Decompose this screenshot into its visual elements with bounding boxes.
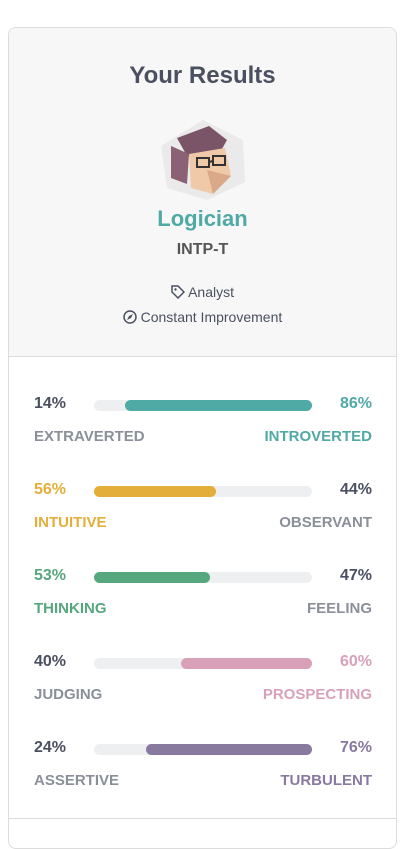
left-trait: JUDGING — [34, 686, 103, 703]
right-percent: 47% — [339, 567, 372, 584]
right-percent: 86% — [339, 395, 372, 412]
results-card: Your Results Logician INTP-T Analyst Con… — [8, 27, 397, 849]
left-percent: 14% — [34, 395, 67, 412]
trait-row: 56% 44% INTUITIVE OBSERVANT — [9, 481, 396, 541]
trait-bar-track — [94, 572, 312, 583]
left-percent: 40% — [34, 653, 67, 670]
right-percent: 76% — [339, 739, 372, 756]
right-trait: TURBULENT — [280, 772, 372, 789]
right-percent: 60% — [339, 653, 372, 670]
trait-bar-track — [94, 744, 312, 755]
type-name: Logician — [157, 206, 248, 231]
trait-bar-track — [94, 400, 312, 411]
right-trait: FEELING — [306, 600, 372, 617]
avatar — [161, 120, 245, 200]
trait-bar — [124, 400, 312, 411]
tag-row: Analyst — [9, 284, 396, 300]
right-trait: PROSPECTING — [262, 686, 372, 703]
type-code: INTP-T — [176, 241, 229, 258]
left-trait: ASSERTIVE — [34, 772, 120, 789]
tag-icon — [171, 285, 186, 300]
right-percent: 44% — [339, 481, 372, 498]
left-trait: INTUITIVE — [34, 514, 107, 531]
compass-icon — [122, 310, 137, 324]
left-trait: THINKING — [34, 600, 107, 617]
right-trait: INTROVERTED — [264, 428, 372, 445]
left-percent: 56% — [34, 481, 67, 498]
trait-bar-track — [94, 486, 312, 497]
trait-bar — [146, 744, 312, 755]
trait-row: 24% 76% ASSERTIVE TURBULENT — [9, 739, 396, 799]
trait-bar — [181, 658, 312, 669]
trait-row: 14% 86% EXTRAVERTED INTROVERTED — [9, 395, 396, 455]
trait-bar — [94, 486, 217, 497]
tag-text: Constant Improvement — [140, 309, 283, 325]
left-percent: 53% — [34, 567, 67, 584]
tag-text: Analyst — [188, 284, 235, 300]
trait-bar-track — [94, 658, 312, 669]
profile-panel: Your Results Logician INTP-T Analyst Con… — [9, 28, 396, 357]
right-trait: OBSERVANT — [279, 514, 372, 531]
tag-row: Constant Improvement — [9, 309, 396, 325]
left-percent: 24% — [34, 739, 67, 756]
title: Your Results — [129, 62, 276, 89]
trait-row: 53% 47% THINKING FEELING — [9, 567, 396, 627]
divider — [9, 818, 396, 819]
trait-bar — [94, 572, 210, 583]
trait-row: 40% 60% JUDGING PROSPECTING — [9, 653, 396, 713]
left-trait: EXTRAVERTED — [34, 428, 145, 445]
